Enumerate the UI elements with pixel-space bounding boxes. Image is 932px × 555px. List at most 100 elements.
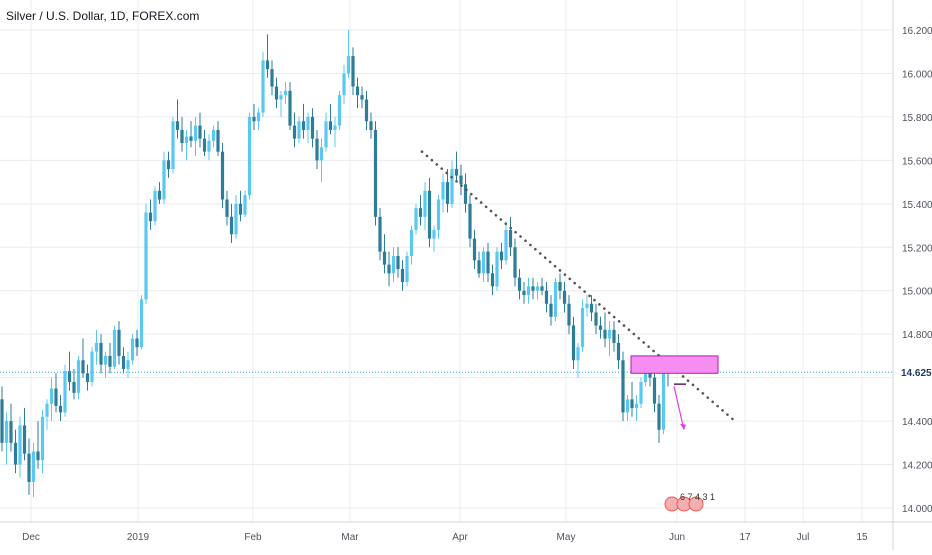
candle-body — [211, 129, 216, 141]
calendar-flags-icon: 6 7 4 3 1 — [664, 492, 715, 512]
candle-body — [630, 399, 634, 409]
candle — [40, 410, 45, 474]
candle-body — [477, 260, 481, 274]
candle — [252, 103, 256, 130]
candle — [418, 195, 423, 226]
candle-body — [625, 399, 630, 413]
time-tick-label: 2019 — [127, 532, 150, 543]
price-tick-label: 16.000 — [902, 69, 932, 80]
candle — [369, 112, 373, 139]
candle — [310, 108, 315, 148]
candle — [162, 151, 166, 204]
candle — [463, 173, 468, 213]
candle — [27, 438, 31, 495]
candle-body — [279, 95, 283, 100]
candle — [117, 321, 121, 365]
candle — [630, 381, 634, 417]
candle — [22, 408, 27, 461]
candle — [513, 238, 517, 287]
candle — [112, 325, 117, 369]
candle-body — [526, 286, 531, 296]
candle-body — [364, 99, 369, 122]
candle — [49, 377, 54, 422]
candle — [360, 86, 364, 109]
candle — [477, 251, 481, 278]
candle — [211, 125, 216, 148]
candle-body — [265, 60, 270, 70]
candle-body — [378, 216, 382, 252]
candle — [549, 295, 553, 326]
candle — [306, 112, 310, 143]
candle-body — [441, 182, 445, 200]
candle — [36, 421, 40, 469]
candle — [432, 225, 436, 252]
candle-body — [207, 140, 211, 152]
candle-body — [549, 303, 553, 317]
candle — [108, 342, 112, 374]
candle-body — [468, 203, 472, 239]
candle-body — [72, 381, 76, 393]
time-tick-label: Feb — [244, 532, 262, 543]
candle-body — [193, 125, 198, 141]
candle-body — [499, 251, 504, 261]
candle-body — [247, 116, 252, 196]
chart-title: Silver / U.S. Dollar, 1D, FOREX.com — [6, 9, 200, 23]
candle-body — [40, 416, 45, 461]
candle — [31, 442, 36, 498]
candle — [414, 203, 418, 235]
candle-body — [175, 121, 180, 130]
candle — [396, 247, 400, 278]
candle-body — [436, 199, 441, 230]
candle — [202, 129, 207, 157]
candle — [0, 386, 4, 452]
price-tick-label: 15.400 — [902, 200, 932, 211]
candle-body — [81, 360, 85, 374]
candle-body — [310, 116, 315, 139]
flag-us-icon — [688, 496, 704, 512]
candle-body — [283, 90, 288, 96]
candle-body — [594, 312, 598, 326]
candle-body — [652, 377, 657, 404]
price-tick-label: 16.200 — [902, 26, 932, 37]
candle — [378, 208, 382, 261]
candle — [18, 416, 22, 478]
candle-body — [481, 251, 486, 274]
trendline — [420, 150, 737, 423]
candle — [126, 351, 130, 378]
candle-body — [85, 373, 90, 382]
candle-body — [405, 255, 409, 283]
time-tick-label: Jul — [797, 532, 810, 543]
candle-body — [598, 325, 603, 330]
candle-body — [189, 136, 193, 141]
candle — [193, 116, 198, 157]
candle-body — [225, 199, 229, 217]
candle-body — [508, 229, 513, 248]
candle-body — [459, 175, 463, 185]
price-tick-label: 15.000 — [902, 287, 932, 298]
candle — [351, 47, 355, 96]
candle — [405, 251, 409, 287]
candle-body — [531, 286, 535, 291]
candle — [486, 242, 490, 283]
candle-body — [157, 190, 162, 200]
candle-body — [130, 338, 135, 361]
candle — [76, 355, 81, 400]
candle — [315, 129, 319, 170]
time-tick-label: 17 — [739, 532, 751, 543]
candle-body — [54, 388, 58, 406]
candle-body — [562, 290, 567, 304]
candle-body — [117, 329, 121, 356]
candle — [612, 321, 616, 352]
candle — [522, 282, 526, 304]
resistance-zone — [630, 355, 719, 374]
candle — [58, 395, 63, 422]
candle-body — [522, 290, 526, 296]
candle-body — [234, 203, 238, 235]
candle — [562, 282, 567, 313]
candle-body — [0, 399, 4, 443]
candle-body — [148, 212, 153, 222]
candle-body — [571, 325, 576, 361]
candle — [283, 82, 288, 104]
